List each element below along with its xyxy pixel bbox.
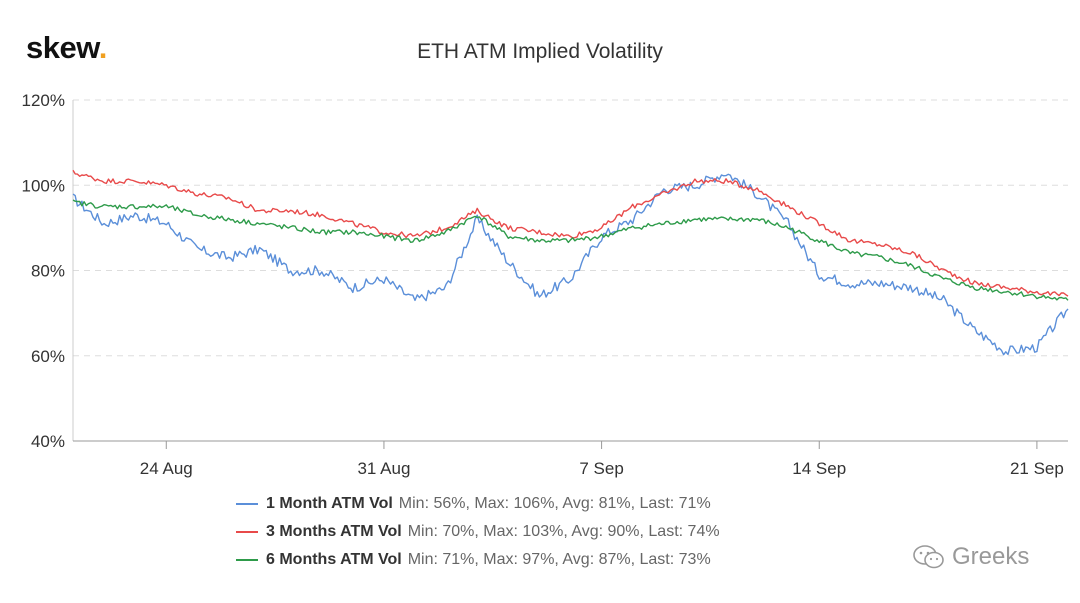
legend-name-6months: 6 Months ATM Vol <box>266 551 402 568</box>
x-tick-label: 21 Sep <box>1010 459 1064 478</box>
y-tick-label: 40% <box>31 432 65 451</box>
legend-stats-1month: Min: 56%, Max: 106%, Avg: 81%, Last: 71% <box>398 495 711 512</box>
series-lines <box>72 169 1069 356</box>
legend: 1 Month ATM Vol Min: 56%, Max: 106%, Avg… <box>236 490 720 574</box>
legend-item-6months[interactable]: 6 Months ATM Vol Min: 71%, Max: 97%, Avg… <box>236 546 720 574</box>
legend-name-3months: 3 Months ATM Vol <box>266 523 402 540</box>
watermark-text: Greeks <box>952 543 1030 570</box>
legend-item-1month[interactable]: 1 Month ATM Vol Min: 56%, Max: 106%, Avg… <box>236 490 720 518</box>
watermark: Greeks <box>912 543 1029 571</box>
x-tick-label: 24 Aug <box>140 459 193 478</box>
legend-swatch-6months <box>236 559 258 561</box>
x-axis: 24 Aug 31 Aug 7 Sep 14 Sep 21 Sep <box>72 100 1068 478</box>
brand-name: skew <box>26 30 99 65</box>
skew-logo: skew. <box>26 30 107 66</box>
brand-dot: . <box>98 30 108 65</box>
y-axis-ticks: 40% 60% 80% 100% 120% <box>22 91 65 451</box>
legend-stats-6months: Min: 71%, Max: 97%, Avg: 87%, Last: 73% <box>407 551 711 568</box>
y-tick-label: 60% <box>31 347 65 366</box>
x-tick-label: 7 Sep <box>579 459 623 478</box>
legend-stats-3months: Min: 70%, Max: 103%, Avg: 90%, Last: 74% <box>407 523 720 540</box>
legend-swatch-1month <box>236 503 258 505</box>
x-tick-label: 14 Sep <box>792 459 846 478</box>
x-tick-label: 31 Aug <box>357 459 410 478</box>
y-tick-label: 100% <box>22 176 65 195</box>
y-tick-label: 120% <box>22 91 65 110</box>
series-line-2 <box>72 169 1069 297</box>
wechat-icon <box>913 545 944 569</box>
chart-title: ETH ATM Implied Volatility <box>417 40 663 63</box>
series-line-1 <box>72 173 1069 356</box>
legend-name-1month: 1 Month ATM Vol <box>266 495 393 512</box>
y-tick-label: 80% <box>31 262 65 281</box>
legend-item-3months[interactable]: 3 Months ATM Vol Min: 70%, Max: 103%, Av… <box>236 518 720 546</box>
grid-lines <box>73 99 1068 357</box>
legend-swatch-3months <box>236 531 258 533</box>
series-line-3 <box>72 199 1069 301</box>
